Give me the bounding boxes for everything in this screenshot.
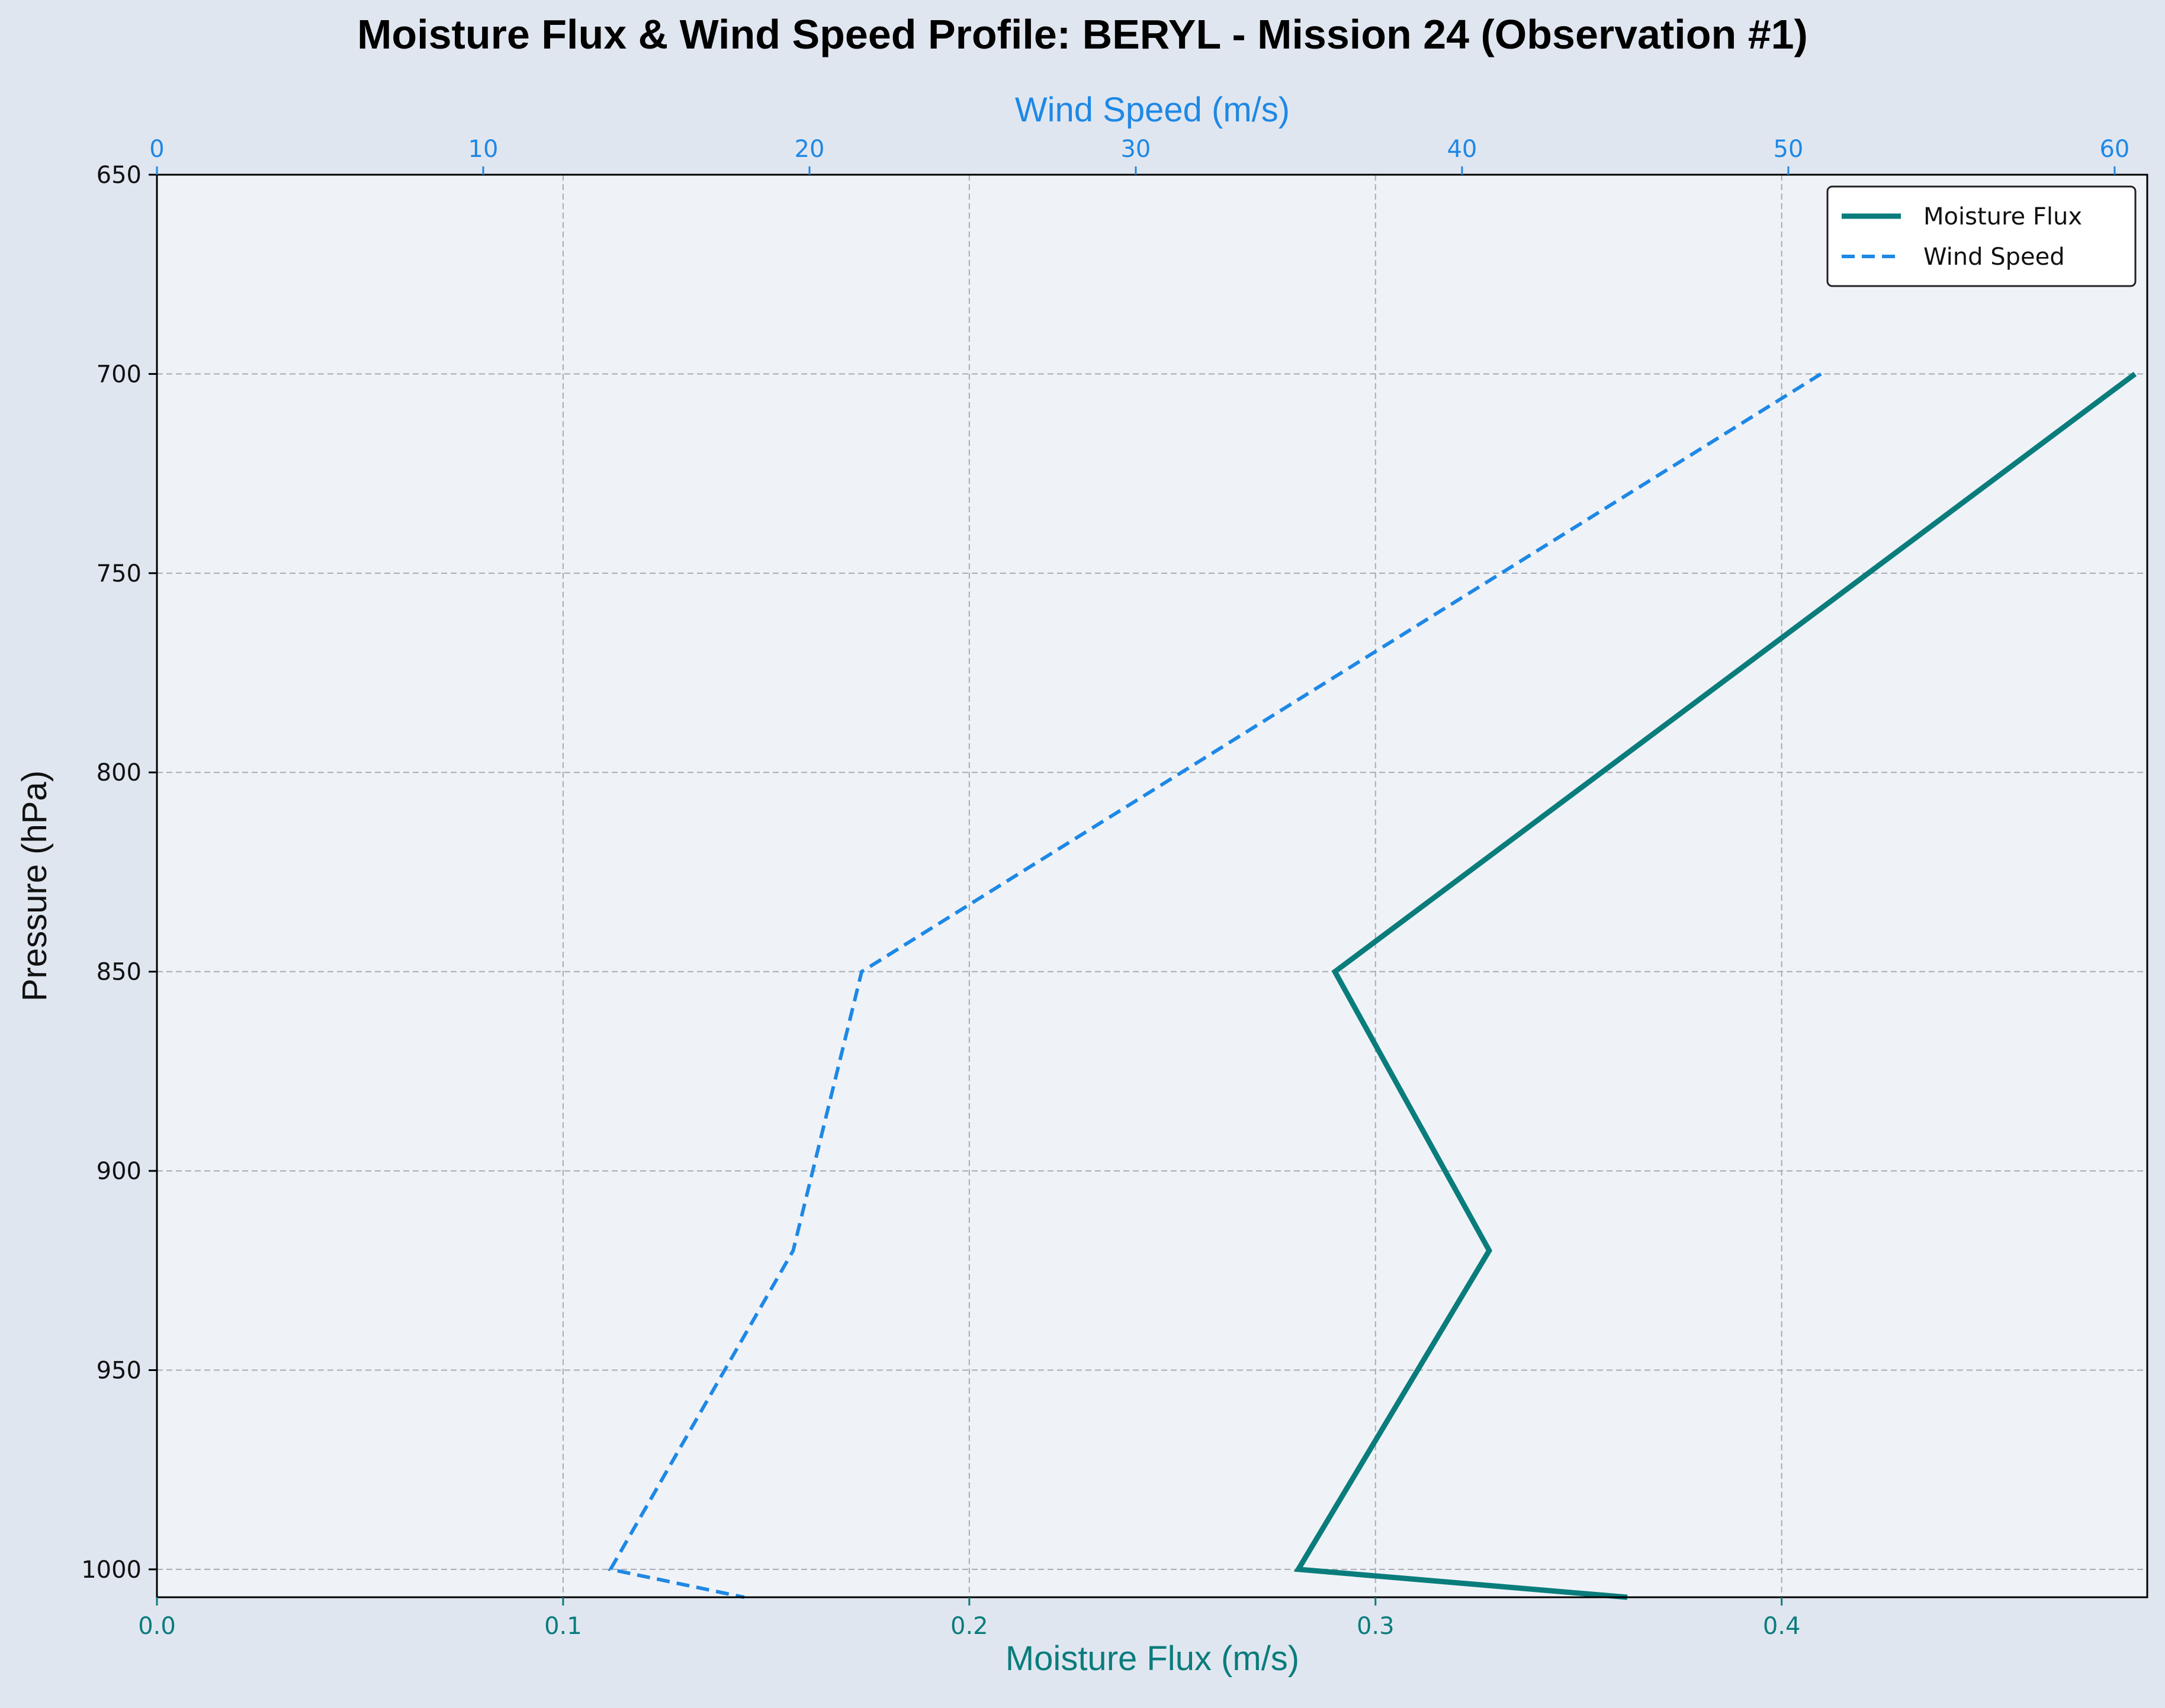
y-tick-label: 1000 — [81, 1556, 142, 1584]
series-lines — [608, 371, 2137, 1600]
bottom-axis-label: Moisture Flux (m/s) — [1006, 1639, 1299, 1678]
y-tick-label: 900 — [97, 1158, 142, 1185]
bottom-tick-label: 0.4 — [1763, 1613, 1801, 1640]
y-tick-label: 750 — [97, 560, 142, 587]
legend: Moisture Flux Wind Speed — [1826, 185, 2137, 287]
y-tick-label: 650 — [97, 162, 142, 189]
plot-area — [157, 175, 2147, 1597]
y-tick-label: 700 — [97, 361, 142, 388]
y-tick-label: 950 — [97, 1357, 142, 1384]
wind-speed-line — [608, 372, 1822, 1599]
moisture-flux-line — [1293, 371, 2137, 1600]
top-tick-label: 40 — [1447, 136, 1477, 163]
legend-label-moisture-flux: Moisture Flux — [1923, 203, 2082, 230]
bottom-tick-label: 0.3 — [1357, 1613, 1395, 1640]
y-axis-label: Pressure (hPa) — [15, 770, 54, 1001]
plot-frame — [156, 174, 2148, 1598]
legend-box — [1826, 185, 2137, 287]
top-tick-label: 0 — [149, 136, 164, 163]
top-tick-label: 50 — [1773, 136, 1803, 163]
bottom-tick-label: 0.2 — [950, 1613, 988, 1640]
top-tick-label: 60 — [2099, 136, 2129, 163]
top-tick-label: 20 — [795, 136, 825, 163]
top-tick-label: 10 — [468, 136, 499, 163]
top-tick-label: 30 — [1120, 136, 1151, 163]
grid-lines — [157, 175, 2147, 1597]
legend-label-wind-speed: Wind Speed — [1923, 243, 2065, 271]
y-tick-label: 850 — [97, 959, 142, 986]
bottom-tick-label: 0.0 — [138, 1613, 176, 1640]
bottom-tick-label: 0.1 — [544, 1613, 582, 1640]
axis-ticks: 650 700 750 800 850 900 950 1000 0.0 0.1 0.2 0.3 0.4… — [81, 136, 2129, 1640]
y-tick-label: 800 — [97, 759, 142, 786]
chart-title: Moisture Flux & Wind Speed Profile: BERY… — [357, 11, 1808, 57]
top-axis-label: Wind Speed (m/s) — [1015, 91, 1290, 129]
